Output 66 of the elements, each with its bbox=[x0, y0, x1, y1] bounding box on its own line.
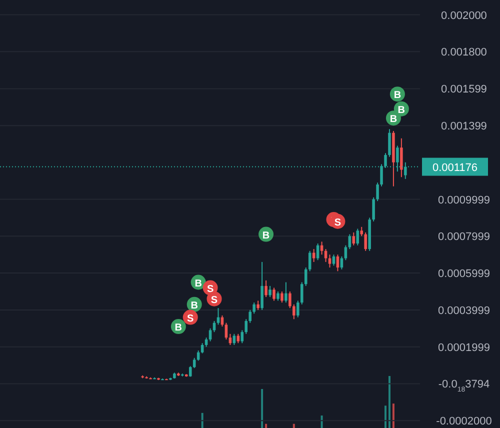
bar bbox=[388, 376, 390, 428]
candlestick bbox=[284, 282, 288, 304]
candlestick bbox=[388, 128, 391, 158]
candlestick bbox=[356, 228, 360, 246]
candlestick bbox=[248, 309, 252, 324]
y-tick-label: 0.0001999 bbox=[438, 342, 490, 354]
candlestick bbox=[252, 302, 256, 314]
y-tick-label: 0.002000 bbox=[441, 10, 487, 22]
candlestick bbox=[400, 138, 403, 178]
candlestick bbox=[376, 182, 379, 202]
bar bbox=[384, 406, 386, 428]
candlestick bbox=[200, 342, 204, 354]
candlestick bbox=[352, 232, 356, 246]
text: B bbox=[194, 278, 202, 290]
bar bbox=[292, 424, 295, 428]
candlestick bbox=[312, 248, 316, 262]
candlestick bbox=[192, 357, 196, 369]
y-tick-label: -0.0002000 bbox=[436, 416, 492, 428]
text: B bbox=[398, 104, 406, 116]
y-tick-label: 0.001399 bbox=[441, 120, 487, 133]
candlestick bbox=[344, 244, 348, 261]
candlestick bbox=[240, 330, 244, 344]
series-label: B bbox=[394, 90, 402, 102]
y-tick-label: 0.0009999 bbox=[438, 194, 490, 206]
candlestick bbox=[316, 243, 320, 261]
ref-line-label: 0.001176 bbox=[432, 162, 478, 174]
bar bbox=[201, 412, 204, 428]
candlestick bbox=[300, 282, 304, 305]
candlestick bbox=[256, 300, 260, 310]
candlestick bbox=[364, 232, 367, 252]
text: S bbox=[206, 284, 214, 295]
bar bbox=[265, 424, 268, 428]
text: B bbox=[390, 114, 398, 126]
bar bbox=[261, 389, 264, 428]
candlestick bbox=[260, 261, 264, 310]
y-tick-label: 0.0003999 bbox=[438, 304, 490, 317]
candlestick bbox=[324, 248, 328, 262]
y-tick-label: 0.001599 bbox=[441, 84, 487, 96]
candlestick bbox=[288, 290, 292, 309]
y-tick-label: 0.0007999 bbox=[438, 231, 490, 244]
candlestick bbox=[276, 290, 280, 302]
candlestick bbox=[272, 287, 276, 302]
candlestick bbox=[280, 290, 284, 304]
candlestick bbox=[208, 328, 212, 342]
text: B bbox=[190, 300, 198, 312]
candlestick bbox=[264, 280, 268, 298]
y-tick-label: 0.0005999 bbox=[438, 268, 490, 280]
candlestick bbox=[268, 285, 272, 298]
candlestick bbox=[296, 300, 300, 318]
candlestick bbox=[224, 322, 228, 340]
candlestick bbox=[360, 226, 363, 237]
y-tick-label: -0.0$_{18}$3794 bbox=[438, 378, 490, 394]
candlestick bbox=[304, 267, 308, 286]
y-tick-label: 0.001800 bbox=[441, 46, 487, 59]
candlestick bbox=[372, 196, 375, 222]
bar bbox=[392, 404, 394, 428]
text: S bbox=[210, 294, 218, 306]
bar bbox=[320, 416, 323, 428]
text: B bbox=[174, 322, 182, 334]
candlestick bbox=[332, 254, 336, 266]
text: B bbox=[262, 230, 270, 242]
text: S bbox=[187, 313, 194, 324]
candlestick bbox=[292, 304, 296, 320]
text: S bbox=[334, 217, 342, 228]
candlestick bbox=[244, 318, 248, 334]
candlestick bbox=[308, 250, 312, 272]
